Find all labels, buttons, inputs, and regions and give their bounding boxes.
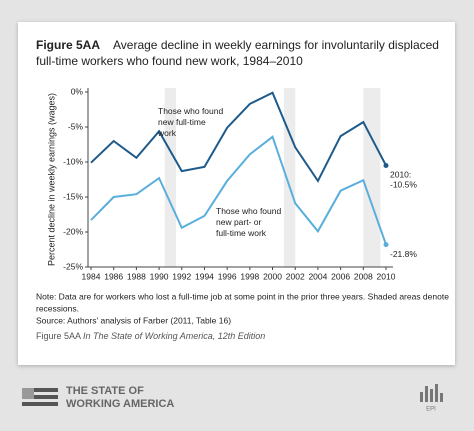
x-tick-label: 1994 [195, 271, 214, 281]
series-annotation: Those who found new part- or full-time wor… [216, 206, 281, 238]
x-tick-label: 1988 [127, 271, 146, 281]
y-tick-label: -10% [63, 156, 83, 166]
epi-text: EPI [426, 407, 436, 413]
x-tick-label: 1996 [218, 271, 237, 281]
note: Source: Authors' analysis of Farber (201… [36, 315, 231, 325]
series-line [90, 135, 387, 245]
x-tick-label: 1986 [104, 271, 123, 281]
x-tick-label: 1984 [82, 271, 101, 281]
end-point [383, 242, 389, 248]
y-tick-label: 0% [71, 86, 84, 96]
x-tick-label: 1990 [150, 271, 169, 281]
series-line [90, 91, 387, 183]
y-tick-label: -25% [63, 261, 83, 271]
recession-shade [283, 88, 296, 267]
caption-source: In The State of Working America, 12th Ed… [83, 331, 265, 341]
y-tick-label: -20% [63, 226, 83, 236]
recession-shade [164, 88, 177, 267]
epi-logo [420, 384, 443, 402]
footer-band [0, 370, 474, 431]
caption-label: Figure 5AA [36, 331, 81, 341]
note: recessions. [36, 303, 79, 313]
plot: 0%-5%-10%-15%-20%-25%1984 1986 1988 1990 199… [46, 86, 417, 281]
recession-shade [363, 88, 381, 267]
x-tick-label: 2008 [354, 271, 373, 281]
value-label: 2010: -10.5% [390, 170, 417, 190]
x-tick-label: 2000 [263, 271, 282, 281]
x-tick-label: 2002 [286, 271, 305, 281]
note: Note: Data are for workers who lost a fu… [36, 291, 449, 301]
x-tick-label: 1992 [172, 271, 191, 281]
brand-text: THE STATE OF [66, 385, 144, 397]
y-tick-label: -15% [63, 191, 83, 201]
title-line: Average decline in weekly earnings for i… [113, 38, 439, 52]
caption: Figure 5AA In The State of Working Ameri… [36, 331, 265, 341]
end-point [383, 163, 389, 168]
y-axis-label: Percent decline in weekly earnings (wage… [46, 93, 56, 266]
x-tick-label: 2006 [331, 271, 350, 281]
card [18, 22, 455, 365]
series-annotation: Those who found new full-time work [157, 106, 223, 138]
value-label: -21.8% [390, 249, 417, 259]
x-tick-label: 1998 [240, 271, 259, 281]
x-tick-label: 2010 [377, 271, 396, 281]
brand-logo [22, 388, 58, 406]
y-tick-label: -5% [68, 121, 84, 131]
title-line: full-time workers who found new work, 19… [36, 54, 303, 68]
figure-label: Figure 5AA [36, 38, 100, 52]
brand-text: WORKING AMERICA [66, 398, 174, 410]
x-tick-label: 2004 [308, 271, 327, 281]
